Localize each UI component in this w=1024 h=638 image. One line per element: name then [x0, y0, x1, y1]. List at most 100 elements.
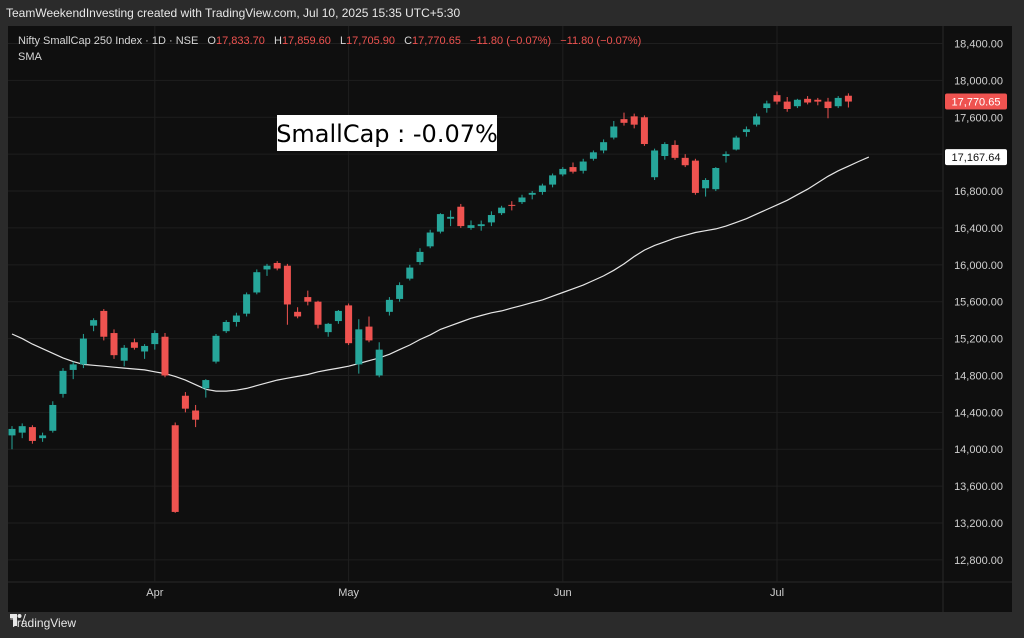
candle-body: [630, 116, 638, 125]
legend-c-value: 17,770.65: [412, 35, 461, 47]
legend-l-value: 17,705.90: [346, 35, 395, 47]
annotation-box[interactable]: [277, 115, 497, 151]
candle: [549, 173, 557, 188]
candle: [324, 322, 332, 337]
candle-body: [487, 215, 495, 223]
candle: [202, 379, 210, 398]
candle: [763, 100, 771, 113]
candle: [589, 150, 597, 161]
candle-body: [467, 225, 475, 228]
candle-body: [334, 310, 342, 322]
candle-body: [477, 224, 485, 227]
candle: [416, 248, 424, 265]
candle-body: [141, 345, 149, 352]
legend-symbol: Nifty SmallCap 250 Index · 1D · NSE: [18, 35, 198, 47]
candle-body: [304, 297, 312, 302]
footer-brand[interactable]: TradingView: [10, 614, 76, 632]
candle-body: [783, 101, 791, 109]
candle-body: [600, 142, 608, 151]
chart-background: [8, 26, 1012, 612]
legend-h-value: 17,859.60: [282, 35, 331, 47]
y-tick-label: 14,400.00: [954, 407, 1003, 419]
candle-body: [824, 101, 832, 109]
sma-value-tag: [945, 149, 1007, 166]
candle: [141, 344, 149, 359]
candle: [100, 309, 108, 341]
candle: [671, 140, 679, 160]
candle: [702, 178, 710, 197]
candle: [385, 297, 393, 316]
legend-c-label: C: [404, 35, 412, 47]
legend-h-label: H: [274, 35, 282, 47]
candle-body: [120, 347, 128, 361]
candle-body: [28, 427, 36, 441]
candle: [457, 203, 465, 228]
candle-body: [528, 192, 536, 195]
candle-body: [273, 262, 281, 269]
candle-body: [294, 311, 302, 317]
candle: [447, 210, 455, 227]
candle-body: [518, 197, 526, 203]
candle-body: [610, 126, 618, 138]
candle: [273, 261, 281, 271]
candle: [651, 148, 659, 180]
candle-body: [447, 216, 455, 219]
price-axis[interactable]: 12,800.00 13,200.00 13,600.00 14,000.00 14,4…: [954, 39, 1003, 567]
tradingview-logo-icon: [10, 614, 26, 626]
candle: [814, 97, 822, 106]
candlestick-chart[interactable]: 12,800.00 13,200.00 13,600.00 14,000.00 14,4…: [8, 26, 1012, 612]
candle-body: [263, 265, 271, 270]
candle: [28, 425, 36, 444]
candle: [110, 329, 118, 359]
legend-indicator[interactable]: SMA: [18, 51, 43, 63]
y-tick-label: 14,000.00: [954, 444, 1003, 456]
y-tick-label: 17,600.00: [954, 112, 1003, 124]
candle: [39, 432, 47, 442]
candle: [467, 220, 475, 230]
candle: [528, 191, 536, 200]
candle: [130, 338, 138, 350]
candle-body: [712, 167, 720, 190]
candle-body: [640, 117, 648, 145]
candle-body: [355, 329, 363, 365]
candle: [732, 135, 740, 151]
candle: [579, 158, 587, 174]
candle: [8, 426, 16, 450]
y-tick-label: 15,200.00: [954, 334, 1003, 346]
chart-panel[interactable]: 12,800.00 13,200.00 13,600.00 14,000.00 14,4…: [8, 26, 1012, 612]
candle-body: [59, 370, 67, 394]
candle-body: [110, 333, 118, 356]
candle-body: [212, 335, 220, 362]
candle-body: [508, 204, 516, 206]
y-tick-label: 16,400.00: [954, 223, 1003, 235]
time-axis[interactable]: Apr May Jun Jul: [146, 587, 784, 599]
candle-body: [151, 333, 159, 345]
y-tick-label: 14,800.00: [954, 370, 1003, 382]
candle: [120, 345, 128, 367]
annotation-text: SmallCap : -0.07%: [276, 120, 498, 148]
x-tick-label: Jul: [770, 587, 784, 599]
candle-body: [671, 144, 679, 158]
candle-body: [161, 336, 169, 376]
candle-body: [559, 168, 567, 175]
candle: [630, 113, 638, 129]
candle-body: [651, 150, 659, 178]
candle-body: [763, 103, 771, 109]
candle-body: [345, 305, 353, 344]
candle-body: [416, 251, 424, 263]
candle-body: [589, 152, 597, 159]
candle: [375, 342, 383, 378]
candle: [844, 93, 852, 108]
candle: [783, 96, 791, 112]
candle-body: [620, 119, 628, 123]
candle: [294, 307, 302, 319]
candles: [8, 91, 852, 513]
candle-body: [702, 179, 710, 189]
candle: [610, 120, 618, 140]
legend-o-value: 17,833.70: [216, 35, 265, 47]
candle: [181, 392, 189, 413]
candle: [742, 126, 750, 137]
candle: [834, 96, 842, 109]
candle-body: [232, 315, 240, 322]
candle-body: [324, 323, 332, 333]
